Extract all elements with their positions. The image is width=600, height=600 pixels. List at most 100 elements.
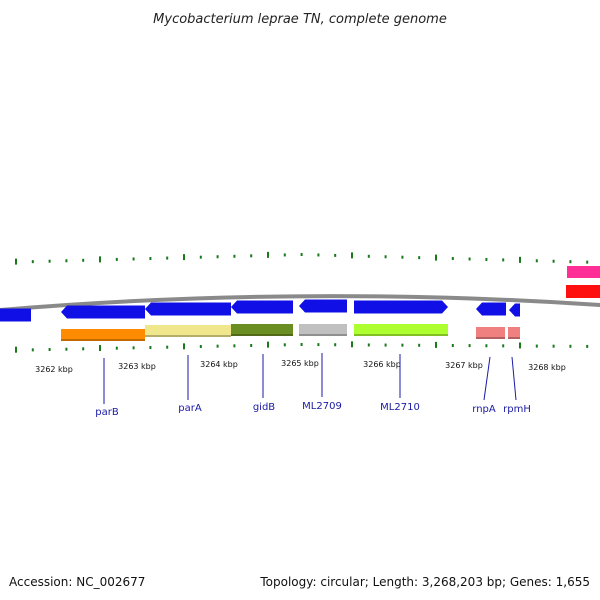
tick-mark-bottom — [334, 343, 337, 347]
tick-mark-bottom — [132, 346, 135, 350]
tick-mark-top — [216, 255, 219, 259]
tick-mark-top — [65, 259, 68, 263]
gene-arrow — [61, 305, 145, 319]
kbp-label: 3267 kbp — [445, 361, 483, 370]
tick-mark-bottom — [216, 344, 219, 348]
tick-mark-top — [82, 258, 85, 262]
tick-mark-bottom — [65, 347, 68, 351]
tick-mark-bottom — [435, 341, 437, 348]
feature-bar-red — [566, 285, 600, 298]
tick-mark-bottom — [451, 344, 454, 348]
gene-category-bar-shadow — [231, 334, 293, 336]
tick-mark-top — [401, 255, 404, 259]
tick-mark-bottom — [367, 343, 370, 347]
gene-category-bars — [61, 324, 520, 341]
tick-mark-top — [317, 253, 320, 257]
tick-mark-top — [48, 259, 51, 263]
tick-mark-top — [586, 260, 589, 264]
tick-mark-top — [502, 258, 505, 262]
tick-mark-top — [535, 259, 538, 263]
tick-mark-top — [384, 255, 387, 259]
gene-category-bar-shadow — [145, 335, 231, 337]
gene-label: ML2709 — [302, 401, 342, 412]
genome-summary-text: Topology: circular; Length: 3,268,203 bp… — [259, 575, 590, 589]
gene-category-bar — [299, 324, 347, 336]
map-title: Mycobacterium leprae TN, complete genome — [153, 12, 447, 27]
tick-mark-top — [468, 257, 471, 261]
gene-category-bar — [476, 327, 505, 339]
gene-label: ML2710 — [380, 402, 420, 413]
tick-mark-bottom — [317, 343, 320, 347]
gene-category-bar — [145, 325, 231, 337]
tick-marks-top — [15, 251, 589, 265]
tick-mark-bottom — [99, 345, 101, 352]
tick-mark-bottom — [519, 342, 521, 349]
tick-mark-top — [132, 257, 135, 261]
tick-mark-bottom — [468, 344, 471, 348]
gene-category-bar — [354, 324, 448, 336]
kbp-label: 3262 kbp — [35, 365, 73, 374]
tick-mark-top — [31, 260, 34, 264]
tick-mark-bottom — [31, 348, 34, 352]
tick-mark-bottom — [267, 341, 269, 348]
tick-mark-top — [334, 253, 337, 257]
gene-arrow — [509, 303, 520, 317]
gene-label: rpmH — [503, 404, 531, 415]
tick-mark-top — [283, 253, 286, 257]
gene-label: parB — [95, 407, 119, 418]
gene-arrow — [476, 302, 506, 316]
gene-label: parA — [178, 403, 202, 414]
tick-mark-bottom — [115, 346, 118, 350]
tick-mark-bottom — [384, 343, 387, 347]
tick-mark-bottom — [569, 344, 572, 348]
tick-mark-bottom — [300, 343, 303, 347]
tick-mark-top — [267, 251, 269, 258]
tick-mark-bottom — [183, 343, 185, 350]
tick-mark-bottom — [250, 343, 253, 347]
tick-mark-bottom — [199, 345, 202, 349]
kbp-label: 3264 kbp — [200, 360, 238, 369]
gene-arrow — [145, 302, 231, 316]
tick-mark-bottom — [15, 346, 17, 353]
tick-mark-bottom — [283, 343, 286, 347]
kbp-label: 3268 kbp — [528, 363, 566, 372]
tick-mark-bottom — [233, 344, 236, 348]
tick-mark-top — [367, 254, 370, 258]
kbp-label: 3266 kbp — [363, 360, 401, 369]
tick-mark-bottom — [485, 344, 488, 348]
gene-category-bar — [508, 327, 520, 339]
gene-labels: parB parA gidB ML2709 ML2710 rnpA rpmH — [95, 353, 531, 418]
tick-mark-bottom — [535, 344, 538, 348]
gene-category-bar-shadow — [476, 337, 505, 339]
tick-mark-top — [149, 257, 152, 261]
gene-leader-line — [483, 356, 491, 401]
tick-mark-top — [418, 256, 421, 260]
kbp-scale: 3262 kbp 3263 kbp 3264 kbp 3265 kbp 3266 kbp… — [35, 359, 566, 374]
right-edge-features — [566, 266, 600, 298]
gene-arrow — [299, 299, 347, 313]
tick-mark-bottom — [48, 348, 51, 352]
accession-text: Accession: NC_002677 — [9, 575, 145, 589]
gene-category-bar-shadow — [508, 337, 520, 339]
tick-mark-top — [451, 257, 454, 261]
tick-mark-bottom — [351, 341, 353, 348]
tick-mark-top — [300, 253, 303, 257]
gene-category-bar-shadow — [61, 339, 145, 341]
tick-marks-bottom — [15, 341, 589, 353]
feature-bar-pink — [567, 266, 600, 278]
tick-mark-bottom — [401, 343, 404, 347]
tick-mark-bottom — [149, 346, 152, 350]
tick-mark-bottom — [166, 345, 169, 349]
kbp-label: 3265 kbp — [281, 359, 319, 368]
gene-arrow — [354, 300, 448, 314]
gene-category-bar — [231, 324, 293, 336]
tick-mark-top — [351, 252, 353, 259]
gene-category-bar — [61, 329, 145, 341]
gene-leader-line — [511, 356, 517, 401]
tick-mark-top — [250, 254, 253, 258]
tick-mark-top — [15, 258, 17, 265]
gene-arrow — [231, 300, 293, 314]
tick-mark-top — [519, 256, 521, 263]
tick-mark-top — [115, 257, 118, 261]
